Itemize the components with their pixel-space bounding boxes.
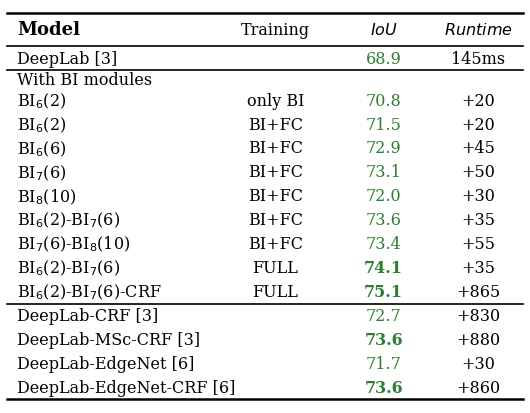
Text: BI$_6$(2)-BI$_7$(6)-CRF: BI$_6$(2)-BI$_7$(6)-CRF — [17, 282, 162, 301]
Text: Model: Model — [17, 21, 80, 39]
Text: BI$_6$(2)-BI$_7$(6): BI$_6$(2)-BI$_7$(6) — [17, 258, 120, 278]
Text: BI+FC: BI+FC — [248, 116, 303, 133]
Text: +20: +20 — [462, 116, 496, 133]
Text: $Runtime$: $Runtime$ — [444, 22, 513, 39]
Text: BI$_7$(6): BI$_7$(6) — [17, 163, 66, 182]
Text: +30: +30 — [462, 355, 496, 372]
Text: DeepLab-MSc-CRF [3]: DeepLab-MSc-CRF [3] — [17, 331, 200, 348]
Text: +880: +880 — [456, 331, 501, 348]
Text: only BI: only BI — [247, 93, 304, 109]
Text: BI$_8$(10): BI$_8$(10) — [17, 187, 77, 206]
Text: 71.5: 71.5 — [366, 116, 402, 133]
Text: With BI modules: With BI modules — [17, 71, 152, 88]
Text: 73.4: 73.4 — [366, 236, 402, 253]
Text: 71.7: 71.7 — [366, 355, 402, 372]
Text: 74.1: 74.1 — [364, 259, 403, 276]
Text: 72.0: 72.0 — [366, 188, 401, 205]
Text: 68.9: 68.9 — [366, 50, 402, 68]
Text: 73.6: 73.6 — [366, 212, 402, 229]
Text: DeepLab [3]: DeepLab [3] — [17, 50, 118, 68]
Text: 73.6: 73.6 — [364, 379, 403, 396]
Text: +35: +35 — [462, 212, 496, 229]
Text: FULL: FULL — [253, 259, 298, 276]
Text: Training: Training — [241, 22, 310, 39]
Text: +35: +35 — [462, 259, 496, 276]
Text: BI+FC: BI+FC — [248, 236, 303, 253]
Text: +865: +865 — [456, 283, 501, 300]
Text: +50: +50 — [462, 164, 496, 181]
Text: $IoU$: $IoU$ — [369, 22, 398, 39]
Text: BI$_7$(6)-BI$_8$(10): BI$_7$(6)-BI$_8$(10) — [17, 235, 130, 254]
Text: 73.6: 73.6 — [364, 331, 403, 348]
Text: 72.7: 72.7 — [366, 307, 402, 324]
Text: BI+FC: BI+FC — [248, 164, 303, 181]
Text: DeepLab-CRF [3]: DeepLab-CRF [3] — [17, 307, 158, 324]
Text: 70.8: 70.8 — [366, 93, 402, 109]
Text: BI+FC: BI+FC — [248, 140, 303, 157]
Text: BI+FC: BI+FC — [248, 188, 303, 205]
Text: +30: +30 — [462, 188, 496, 205]
Text: +55: +55 — [462, 236, 496, 253]
Text: DeepLab-EdgeNet [6]: DeepLab-EdgeNet [6] — [17, 355, 195, 372]
Text: +830: +830 — [456, 307, 501, 324]
Text: 75.1: 75.1 — [364, 283, 403, 300]
Text: 72.9: 72.9 — [366, 140, 402, 157]
Text: 73.1: 73.1 — [366, 164, 402, 181]
Text: BI$_6$(2): BI$_6$(2) — [17, 115, 66, 134]
Text: BI$_6$(2)-BI$_7$(6): BI$_6$(2)-BI$_7$(6) — [17, 211, 120, 230]
Text: BI$_6$(2): BI$_6$(2) — [17, 91, 66, 111]
Text: 145ms: 145ms — [452, 50, 506, 68]
Text: BI$_6$(6): BI$_6$(6) — [17, 139, 66, 158]
Text: +20: +20 — [462, 93, 496, 109]
Text: DeepLab-EdgeNet-CRF [6]: DeepLab-EdgeNet-CRF [6] — [17, 379, 235, 396]
Text: +860: +860 — [456, 379, 501, 396]
Text: FULL: FULL — [253, 283, 298, 300]
Text: +45: +45 — [462, 140, 496, 157]
Text: BI+FC: BI+FC — [248, 212, 303, 229]
